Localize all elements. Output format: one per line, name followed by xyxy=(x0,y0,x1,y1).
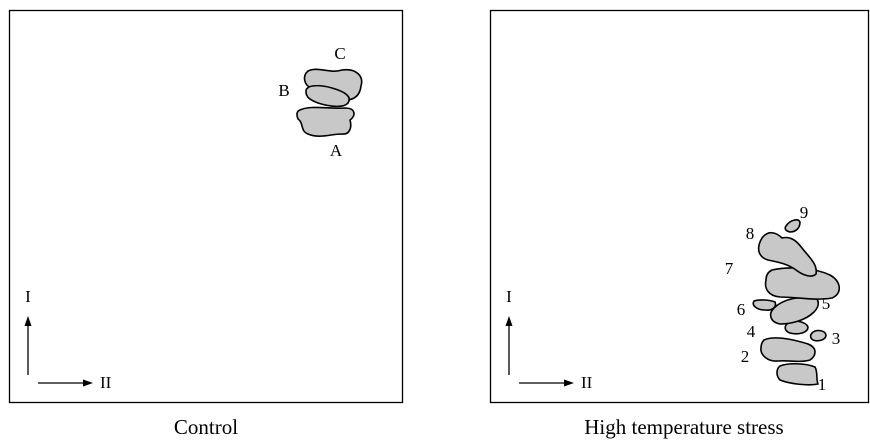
spot-label: 5 xyxy=(822,294,831,313)
axis-label-horizontal: II xyxy=(100,373,112,392)
panel-caption: High temperature stress xyxy=(584,415,783,439)
spot-label: 7 xyxy=(725,259,734,278)
spot-label: 6 xyxy=(737,300,746,319)
spot xyxy=(771,297,819,324)
panel-caption: Control xyxy=(174,415,238,439)
spot xyxy=(811,331,826,341)
spot xyxy=(785,220,800,232)
arrow-head xyxy=(564,380,574,387)
spot xyxy=(297,107,354,136)
spot xyxy=(753,300,775,310)
spot-label: 2 xyxy=(741,347,750,366)
spot-label: 8 xyxy=(746,224,755,243)
spot xyxy=(761,338,815,361)
spot-label: 3 xyxy=(832,329,841,348)
spot-label: B xyxy=(278,81,289,100)
arrow-head xyxy=(83,380,93,387)
spot-label: 4 xyxy=(747,322,756,341)
gel-frame xyxy=(491,11,869,403)
arrow-head xyxy=(506,316,513,326)
axis-label-vertical: I xyxy=(25,287,31,306)
panel-heat-stress: I II 1 2 3 4 5 6 7 8 9 High temperature … xyxy=(491,11,869,439)
arrow-head xyxy=(25,316,32,326)
spot-label: 9 xyxy=(800,203,809,222)
axis-label-horizontal: II xyxy=(581,373,593,392)
panel-control: I II A B C Control xyxy=(10,11,403,439)
spot-label: A xyxy=(330,141,343,160)
spot-label: 1 xyxy=(818,375,827,394)
spot-label: C xyxy=(334,44,345,63)
spot xyxy=(777,364,818,385)
axis-label-vertical: I xyxy=(506,287,512,306)
figure: I II A B C Control I II 1 2 3 4 5 6 7 xyxy=(0,0,870,443)
